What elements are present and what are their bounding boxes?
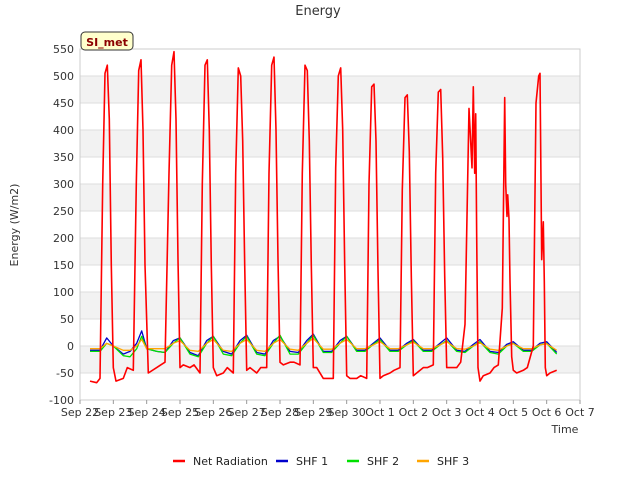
series-lines xyxy=(89,50,558,384)
y-tick-label: 250 xyxy=(53,205,74,218)
legend-label-shf-3: SHF 3 xyxy=(437,455,469,468)
plot-frame xyxy=(79,48,581,401)
x-tick-label: Sep 26 xyxy=(194,406,232,419)
x-tick-label: Sep 25 xyxy=(161,406,199,419)
y-tick-label: 500 xyxy=(53,70,74,83)
legend: Net Radiation SHF 1 SHF 2 SHF 3 xyxy=(173,455,469,468)
plot-band xyxy=(80,76,580,103)
series-line-net-radiation xyxy=(89,50,557,384)
chart-title: Energy xyxy=(295,4,341,19)
plot-band xyxy=(80,292,580,319)
site-badge-label: SI_met xyxy=(86,36,128,49)
y-tick-label: 100 xyxy=(53,286,74,299)
legend-label-shf-1: SHF 1 xyxy=(296,455,328,468)
y-tick-label: 400 xyxy=(53,124,74,137)
y-tick-label: 300 xyxy=(53,178,74,191)
x-tick-label: Oct 1 xyxy=(365,406,395,419)
plot-band xyxy=(80,184,580,211)
x-axis-label: Time xyxy=(551,423,579,436)
series-line-shf-3 xyxy=(90,337,558,353)
x-tick-label: Sep 30 xyxy=(328,406,366,419)
y-tick-label: 0 xyxy=(67,340,74,353)
x-tick-label: Oct 4 xyxy=(465,406,495,419)
x-tick-label: Oct 6 xyxy=(532,406,562,419)
site-badge-box xyxy=(80,31,134,51)
site-badge: SI_met xyxy=(80,31,134,51)
y-tick-label: 50 xyxy=(60,313,74,326)
x-tick-label: Sep 22 xyxy=(61,406,99,419)
x-tick-label: Sep 23 xyxy=(94,406,132,419)
plot-band xyxy=(80,130,580,157)
legend-label-net-radiation: Net Radiation xyxy=(193,455,268,468)
y-tick-label: 150 xyxy=(53,259,74,272)
y-tick-label: 350 xyxy=(53,151,74,164)
y-tick-label: 550 xyxy=(53,43,74,56)
plot-band xyxy=(80,238,580,265)
x-tick-label: Oct 5 xyxy=(499,406,529,419)
legend-label-shf-2: SHF 2 xyxy=(367,455,399,468)
y-tick-label: 200 xyxy=(53,232,74,245)
x-tick-label: Oct 3 xyxy=(432,406,462,419)
y-tick-label: -50 xyxy=(56,367,74,380)
y-axis-ticks: -100 -50 0 50 100 150 200 250 300 350 400 450 500 550 xyxy=(49,43,74,407)
x-tick-label: Sep 24 xyxy=(128,406,166,419)
y-axis-label: Energy (W/m2) xyxy=(8,184,21,267)
x-tick-label: Oct 7 xyxy=(565,406,595,419)
x-tick-label: Sep 29 xyxy=(294,406,332,419)
x-tick-label: Sep 28 xyxy=(261,406,299,419)
y-tick-label: 450 xyxy=(53,97,74,110)
x-tick-label: Oct 2 xyxy=(399,406,429,419)
x-tick-label: Sep 27 xyxy=(228,406,266,419)
y-tick-label: -100 xyxy=(49,394,74,407)
